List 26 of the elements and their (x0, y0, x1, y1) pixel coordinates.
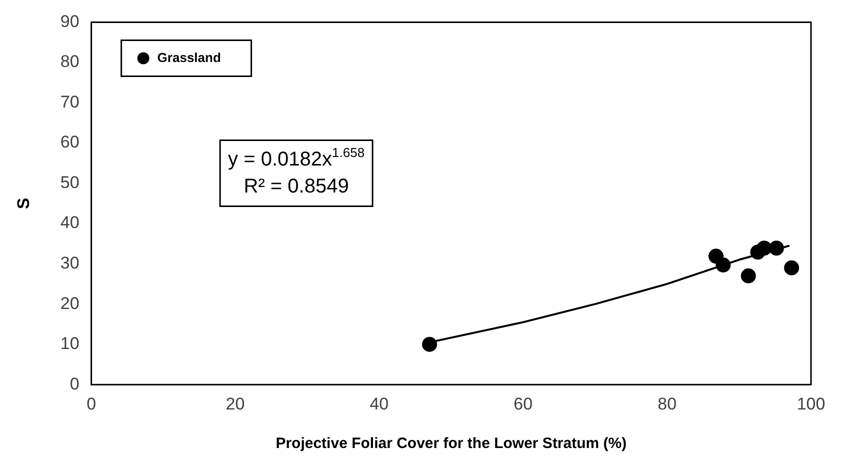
y-tick-label: 0 (70, 374, 80, 394)
y-tick-label: 70 (60, 92, 80, 112)
y-tick-label: 80 (60, 52, 80, 72)
point (740, 268, 756, 284)
y-tick-label: 20 (60, 294, 80, 313)
point (716, 258, 731, 273)
y-tick-label: 40 (60, 213, 80, 232)
y-tick-label: 50 (60, 172, 80, 192)
x-tick-label: 20 (226, 394, 245, 414)
y-tick-label: 10 (60, 334, 80, 354)
legend-label: Grassland (157, 50, 221, 65)
point (756, 240, 772, 256)
point (768, 240, 784, 256)
x-tick-label: 60 (514, 394, 533, 414)
x-tick-label: 80 (658, 394, 677, 414)
y-axis-title: S (14, 198, 33, 210)
y-tick-label: 60 (60, 132, 80, 152)
x-tick-label: 100 (796, 394, 826, 414)
y-tick-label: 90 (60, 12, 80, 31)
point (784, 260, 800, 276)
x-tick-label: 0 (86, 394, 96, 414)
annotation: R² = 0.8549 (244, 176, 349, 198)
x-tick-label: 40 (370, 394, 389, 414)
point (422, 336, 438, 352)
y-tick-label: 30 (60, 253, 80, 272)
x-axis-title: Projective Foliar Cover for the Lower Stratum (%) (276, 435, 627, 452)
